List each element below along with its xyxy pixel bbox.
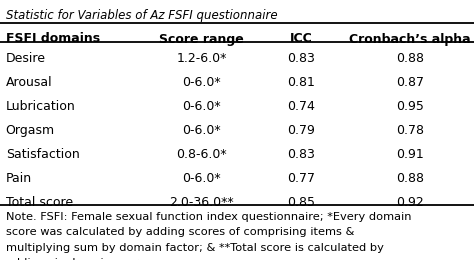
Text: Lubrication: Lubrication <box>6 100 75 113</box>
Text: 1.2-6.0*: 1.2-6.0* <box>176 52 227 65</box>
Text: ICC: ICC <box>290 32 312 46</box>
Text: 0.74: 0.74 <box>287 100 315 113</box>
Text: 0.88: 0.88 <box>396 52 424 65</box>
Text: 0.77: 0.77 <box>287 172 315 185</box>
Text: 0-6.0*: 0-6.0* <box>182 76 221 89</box>
Text: 0.79: 0.79 <box>287 124 315 137</box>
Text: Total score: Total score <box>6 196 73 209</box>
Text: 2.0-36.0**: 2.0-36.0** <box>169 196 234 209</box>
Text: 0.78: 0.78 <box>396 124 424 137</box>
Text: 0-6.0*: 0-6.0* <box>182 124 221 137</box>
Text: Satisfaction: Satisfaction <box>6 148 80 161</box>
Text: Score range: Score range <box>159 32 244 46</box>
Text: multiplying sum by domain factor; & **Total score is calculated by: multiplying sum by domain factor; & **To… <box>6 243 383 253</box>
Text: Arousal: Arousal <box>6 76 52 89</box>
Text: 0.83: 0.83 <box>287 148 315 161</box>
Text: 0.8-6.0*: 0.8-6.0* <box>176 148 227 161</box>
Text: 0.87: 0.87 <box>396 76 424 89</box>
Text: 0.83: 0.83 <box>287 52 315 65</box>
Text: Desire: Desire <box>6 52 46 65</box>
Text: Orgasm: Orgasm <box>6 124 55 137</box>
Text: 0-6.0*: 0-6.0* <box>182 100 221 113</box>
Text: score was calculated by adding scores of comprising items &: score was calculated by adding scores of… <box>6 227 354 237</box>
Text: Statistic for Variables of Az FSFI questionnaire: Statistic for Variables of Az FSFI quest… <box>6 9 277 22</box>
Text: 0-6.0*: 0-6.0* <box>182 172 221 185</box>
Text: 0.92: 0.92 <box>396 196 424 209</box>
Text: 0.81: 0.81 <box>287 76 315 89</box>
Text: Pain: Pain <box>6 172 32 185</box>
Text: 0.88: 0.88 <box>396 172 424 185</box>
Text: 0.95: 0.95 <box>396 100 424 113</box>
Text: 0.85: 0.85 <box>287 196 315 209</box>
Text: FSFI domains: FSFI domains <box>6 32 100 46</box>
Text: Cronbach’s alpha: Cronbach’s alpha <box>349 32 471 46</box>
Text: adding six domain scores: adding six domain scores <box>6 258 151 260</box>
Text: 0.91: 0.91 <box>396 148 424 161</box>
Text: Note. FSFI: Female sexual function index questionnaire; *Every domain: Note. FSFI: Female sexual function index… <box>6 212 411 222</box>
